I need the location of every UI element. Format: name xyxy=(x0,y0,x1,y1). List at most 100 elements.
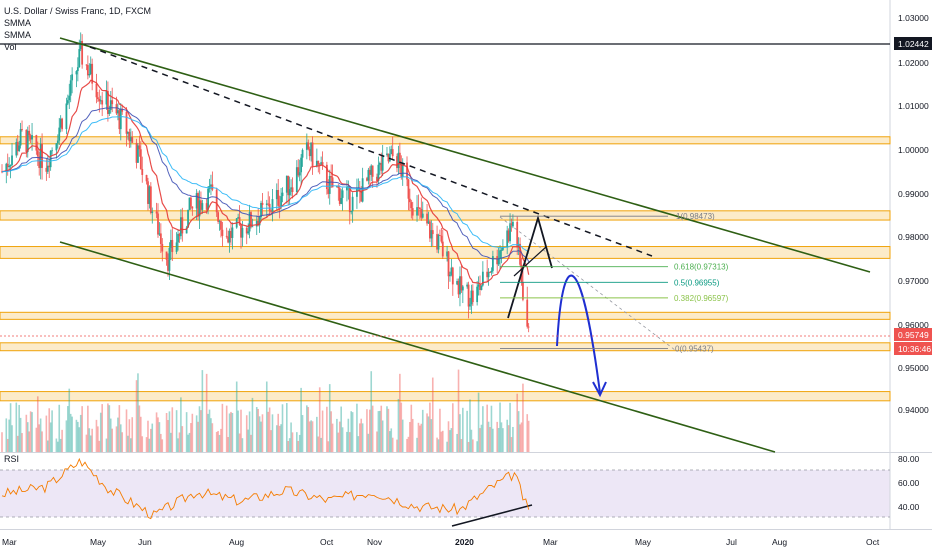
volume-bar xyxy=(46,440,49,452)
volume-bar xyxy=(389,431,391,452)
volume-bar xyxy=(270,430,272,452)
volume-bar xyxy=(499,402,501,452)
last-price-badge xyxy=(894,328,932,341)
candle-body xyxy=(318,164,321,166)
volume-bar xyxy=(170,432,172,452)
candle-body xyxy=(470,290,473,305)
candle-body xyxy=(26,130,29,152)
volume-bar xyxy=(135,380,138,452)
indicator-label-2[interactable]: SMMA xyxy=(4,30,31,40)
volume-bar xyxy=(248,411,251,452)
candle-body xyxy=(221,229,224,236)
candle-body xyxy=(407,179,410,199)
indicator-label-3[interactable]: Vol xyxy=(4,42,17,52)
volume-bar xyxy=(228,413,231,452)
candle-body xyxy=(397,152,400,169)
candle-body xyxy=(416,207,418,216)
volume-bar xyxy=(459,414,461,452)
volume-bar xyxy=(16,435,19,452)
candle-body xyxy=(376,176,378,182)
symbol-title[interactable]: U.S. Dollar / Swiss Franc, 1D, FXCM xyxy=(4,6,151,16)
volume-bar xyxy=(21,433,23,452)
candle-body xyxy=(128,131,131,142)
volume-bar xyxy=(28,431,30,452)
candle-body xyxy=(426,213,428,224)
volume-bar xyxy=(6,438,9,452)
candle-body xyxy=(516,221,519,248)
volume-bar xyxy=(347,418,350,452)
candle-body xyxy=(328,176,331,194)
countdown-label: 10:36:46 xyxy=(898,344,931,354)
volume-bar xyxy=(175,410,178,452)
volume-bar xyxy=(168,411,171,452)
candle-body xyxy=(197,193,199,217)
volume-bar xyxy=(25,414,28,452)
candle-body xyxy=(258,217,261,226)
volume-bar xyxy=(510,437,513,452)
candle-body xyxy=(320,162,323,165)
candle-body xyxy=(469,304,471,307)
volume-bar xyxy=(288,438,291,452)
candle-body xyxy=(489,272,491,273)
candle-body xyxy=(117,110,119,114)
candle-body xyxy=(185,227,188,234)
candle-body xyxy=(21,129,23,130)
price-panel[interactable] xyxy=(0,0,890,452)
candle-body xyxy=(430,230,433,239)
volume-bar xyxy=(11,425,13,452)
candle-body xyxy=(35,135,38,151)
volume-bar xyxy=(509,402,511,452)
volume-bar xyxy=(290,422,292,452)
volume-bar xyxy=(381,420,384,452)
candle-body xyxy=(366,178,368,181)
candle-body xyxy=(118,110,121,130)
volume-bar xyxy=(208,409,211,452)
candle-body xyxy=(247,231,250,234)
time-label: May xyxy=(90,537,107,547)
volume-bar xyxy=(496,421,498,452)
time-label: Jul xyxy=(726,537,737,547)
candle-body xyxy=(377,164,380,182)
candle-body xyxy=(280,196,282,207)
chart-legend: U.S. Dollar / Swiss Franc, 1D, FXCM SMMA… xyxy=(4,6,151,464)
last-price-label: 0.95749 xyxy=(898,330,929,340)
rsi-title[interactable]: RSI xyxy=(4,454,19,464)
volume-bar xyxy=(489,427,491,452)
volume-bar xyxy=(477,392,480,452)
volume-bar xyxy=(377,411,380,452)
volume-bar xyxy=(79,414,82,452)
volume-bar xyxy=(387,408,390,452)
volume-bar xyxy=(125,409,128,452)
volume-bar xyxy=(35,427,38,452)
volume-bar xyxy=(108,405,111,452)
volume-bar xyxy=(490,405,493,452)
candle-body xyxy=(230,230,232,238)
rsi-axis[interactable]: 80.00 60.00 40.00 xyxy=(898,454,920,512)
candle-body xyxy=(260,202,262,218)
fib-retracement[interactable]: 1(0.98473) 0.618(0.97313) 0.5(0.96955) 0.38… xyxy=(500,212,729,353)
candle-body xyxy=(499,250,501,259)
candle-body xyxy=(135,142,138,163)
volume-bar xyxy=(198,406,201,452)
volume-bar xyxy=(218,434,221,452)
candle-body xyxy=(76,67,79,72)
volume-bar xyxy=(88,428,91,452)
volume-bar xyxy=(107,403,109,452)
price-axis[interactable]: 1.03000 1.02000 1.01000 1.00000 0.99000 … xyxy=(894,13,932,415)
candle-body xyxy=(9,164,12,166)
candle-body xyxy=(371,165,374,177)
volume-bar xyxy=(200,410,202,452)
volume-bar xyxy=(251,397,254,452)
candle-body xyxy=(141,169,144,175)
indicator-label-1[interactable]: SMMA xyxy=(4,18,31,28)
volume-bar xyxy=(148,438,151,452)
candle-body xyxy=(467,284,470,307)
candle-body xyxy=(400,163,403,177)
candle-body xyxy=(421,213,424,218)
candle-body xyxy=(410,202,413,209)
volume-bar xyxy=(121,432,124,452)
smma-line xyxy=(1,79,530,285)
candle-body xyxy=(79,41,82,50)
time-axis[interactable]: Mar May Jun Aug Oct Nov 2020 Mar May Jul… xyxy=(2,537,880,547)
